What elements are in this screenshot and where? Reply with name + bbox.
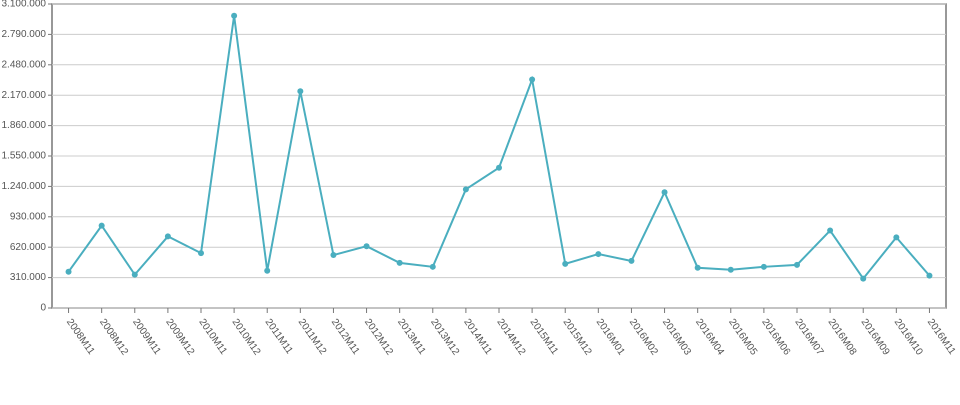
data-point: [794, 261, 800, 268]
data-point: [628, 257, 635, 264]
y-tick-label: 2.480.000: [2, 59, 47, 70]
data-point: [893, 234, 900, 241]
x-tick-label: 2016M06: [759, 317, 792, 358]
data-point: [131, 271, 138, 278]
x-tick-label: 2014M12: [494, 317, 527, 358]
data-point: [860, 275, 867, 282]
y-tick-label: 3.100.000: [2, 0, 47, 10]
data-point: [694, 264, 701, 271]
x-tick-label: 2009M12: [163, 317, 196, 358]
data-point: [264, 267, 271, 274]
data-point: [297, 88, 304, 95]
y-tick-label: 1.550.000: [2, 151, 47, 162]
data-point: [562, 260, 569, 267]
x-tick-label: 2016M11: [925, 317, 958, 357]
data-point: [164, 233, 171, 240]
data-point: [462, 186, 469, 193]
x-tick-label: 2016M09: [859, 317, 892, 358]
data-point: [827, 227, 834, 234]
data-line: [67, 15, 931, 281]
x-tick-label: 2008M11: [64, 317, 97, 357]
x-tick-label: 2016M08: [825, 317, 858, 358]
data-point: [595, 251, 602, 258]
x-tick-label: 2013M11: [395, 317, 428, 357]
data-point: [198, 250, 204, 257]
x-tick-label: 2010M11: [196, 317, 229, 357]
data-point: [727, 266, 734, 273]
data-point: [529, 76, 536, 83]
x-tick-label: 2014M11: [461, 317, 494, 357]
y-tick-label: 2.790.000: [2, 29, 47, 40]
x-tick-label: 2015M12: [561, 317, 594, 358]
data-point: [496, 164, 502, 171]
y-tick-label: 930.000: [10, 211, 47, 222]
x-tick-label: 2016M02: [627, 317, 660, 358]
x-tick-label: 2016M05: [726, 317, 759, 358]
y-tick-label: 2.170.000: [2, 90, 47, 101]
y-tick-label: 310.000: [10, 272, 47, 283]
data-point: [429, 263, 436, 270]
data-point: [98, 222, 105, 229]
data-point: [330, 252, 337, 259]
data-point: [65, 268, 72, 275]
x-tick-label: 2016M03: [660, 317, 693, 358]
data-point: [231, 12, 238, 19]
data-point: [363, 243, 370, 250]
x-tick-label: 2011M12: [296, 317, 329, 357]
x-tick-label: 2011M11: [263, 317, 295, 357]
data-point: [760, 263, 767, 270]
x-tick-label: 2016M04: [693, 317, 726, 358]
y-tick-label: 0: [40, 303, 46, 314]
x-tick-label: 2016M07: [792, 317, 825, 358]
data-point: [661, 189, 668, 196]
data-point: [396, 259, 403, 266]
x-tick-label: 2016M10: [892, 317, 925, 358]
data-point: [926, 272, 933, 279]
x-tick-label: 2012M12: [362, 317, 395, 358]
y-tick-label: 620.000: [10, 242, 47, 253]
x-tick-label: 2016M01: [594, 317, 627, 358]
y-tick-label: 1.860.000: [2, 120, 47, 131]
x-tick-label: 2012M11: [329, 317, 362, 357]
x-tick-label: 2013M12: [428, 317, 461, 358]
x-tick-label: 2010M12: [229, 317, 262, 358]
y-tick-label: 1.240.000: [2, 181, 47, 192]
x-tick-label: 2009M11: [130, 317, 163, 357]
x-tick-label: 2008M12: [97, 317, 130, 358]
x-tick-label: 2015M11: [527, 317, 560, 357]
